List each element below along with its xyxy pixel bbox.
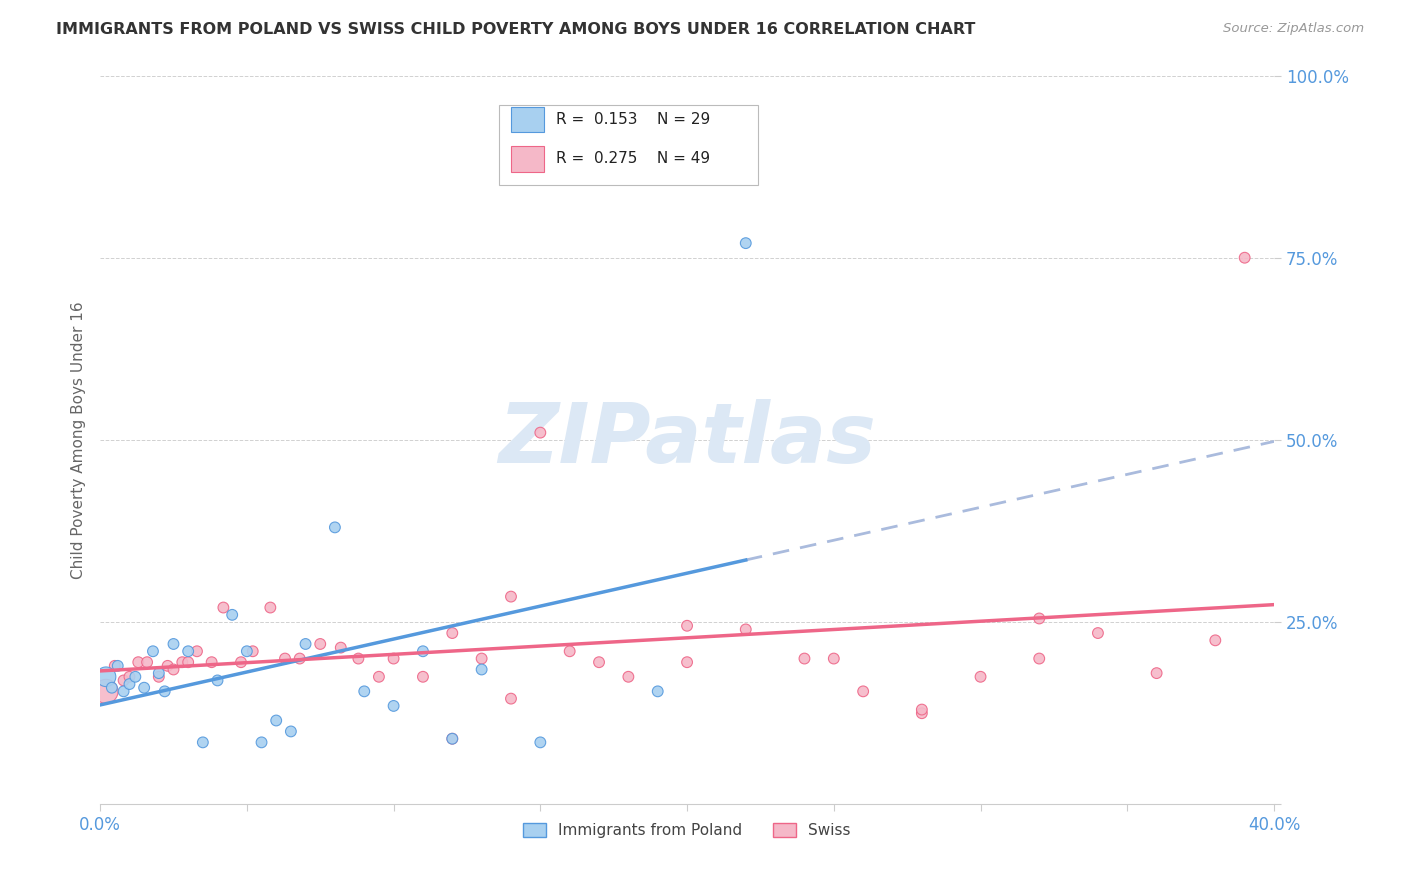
Point — [280, 724, 302, 739]
Point — [852, 684, 875, 698]
Point — [412, 670, 434, 684]
Point — [588, 655, 610, 669]
Point — [323, 520, 346, 534]
Point — [104, 658, 127, 673]
Point — [793, 651, 815, 665]
Point — [1087, 626, 1109, 640]
Point — [177, 644, 200, 658]
Point — [441, 731, 464, 746]
Point — [148, 670, 170, 684]
Point — [94, 670, 117, 684]
Text: R =  0.153    N = 29: R = 0.153 N = 29 — [555, 112, 710, 127]
Point — [558, 644, 581, 658]
Point — [112, 684, 135, 698]
Point — [236, 644, 259, 658]
Point — [823, 651, 845, 665]
Point — [264, 714, 287, 728]
Point — [471, 651, 494, 665]
Point — [412, 644, 434, 658]
Y-axis label: Child Poverty Among Boys Under 16: Child Poverty Among Boys Under 16 — [72, 301, 86, 579]
Point — [101, 681, 124, 695]
Point — [647, 684, 669, 698]
Point — [1233, 251, 1256, 265]
Point — [529, 735, 551, 749]
Point — [134, 681, 156, 695]
Point — [911, 706, 934, 721]
Point — [172, 655, 194, 669]
Point — [969, 670, 991, 684]
FancyBboxPatch shape — [510, 146, 544, 172]
Point — [162, 637, 184, 651]
Point — [142, 644, 165, 658]
Point — [499, 691, 522, 706]
Point — [368, 670, 391, 684]
Point — [153, 684, 176, 698]
Point — [329, 640, 352, 655]
Point — [250, 735, 273, 749]
Point — [186, 644, 208, 658]
Point — [148, 666, 170, 681]
Point — [353, 684, 375, 698]
Point — [94, 684, 117, 698]
Point — [112, 673, 135, 688]
Point — [207, 673, 229, 688]
Point — [1146, 666, 1168, 681]
Point — [124, 670, 146, 684]
Legend: Immigrants from Poland, Swiss: Immigrants from Poland, Swiss — [517, 817, 856, 844]
Point — [212, 600, 235, 615]
Point — [499, 590, 522, 604]
Point — [1028, 611, 1050, 625]
Point — [107, 658, 129, 673]
Point — [529, 425, 551, 440]
Point — [259, 600, 281, 615]
Point — [441, 731, 464, 746]
Point — [617, 670, 640, 684]
Text: ZIPatlas: ZIPatlas — [498, 400, 876, 481]
Point — [734, 236, 756, 251]
Point — [734, 623, 756, 637]
Point — [201, 655, 224, 669]
Point — [347, 651, 370, 665]
Point — [177, 655, 200, 669]
Point — [309, 637, 332, 651]
Point — [471, 663, 494, 677]
Point — [136, 655, 159, 669]
Point — [441, 626, 464, 640]
Point — [274, 651, 297, 665]
Point — [118, 677, 141, 691]
Point — [191, 735, 214, 749]
Point — [242, 644, 264, 658]
Text: IMMIGRANTS FROM POLAND VS SWISS CHILD POVERTY AMONG BOYS UNDER 16 CORRELATION CH: IMMIGRANTS FROM POLAND VS SWISS CHILD PO… — [56, 22, 976, 37]
Text: R =  0.275    N = 49: R = 0.275 N = 49 — [555, 151, 710, 166]
Point — [382, 698, 405, 713]
Point — [1028, 651, 1050, 665]
Point — [162, 663, 184, 677]
Text: Source: ZipAtlas.com: Source: ZipAtlas.com — [1223, 22, 1364, 36]
Point — [294, 637, 316, 651]
Point — [382, 651, 405, 665]
Point — [118, 670, 141, 684]
FancyBboxPatch shape — [510, 107, 544, 132]
Point — [127, 655, 149, 669]
Point — [1204, 633, 1226, 648]
FancyBboxPatch shape — [499, 104, 758, 185]
Point — [911, 702, 934, 716]
Point — [676, 655, 699, 669]
Point — [676, 619, 699, 633]
Point — [229, 655, 252, 669]
Point — [221, 607, 243, 622]
Point — [156, 658, 179, 673]
Point — [288, 651, 311, 665]
